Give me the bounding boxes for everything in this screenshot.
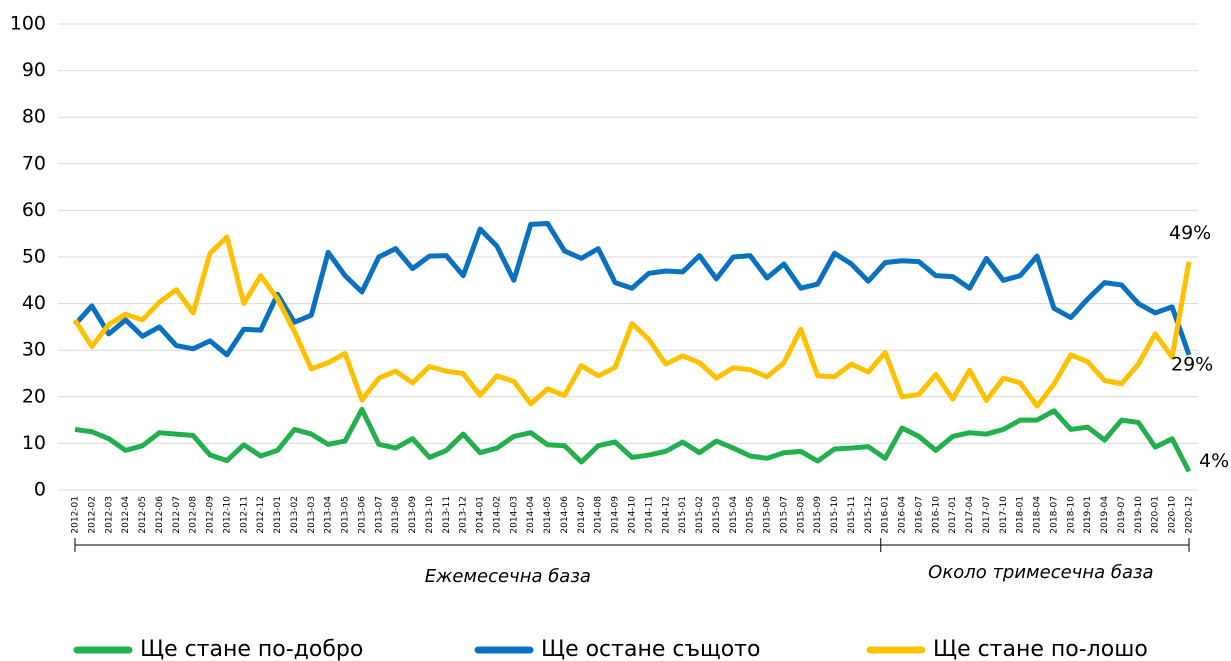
group-label: Ежемесечна база xyxy=(425,566,591,587)
x-tick-label: 2014-07 xyxy=(577,496,587,534)
x-tick-label: 2015-03 xyxy=(712,496,722,534)
x-tick-label: 2014-03 xyxy=(509,496,519,534)
x-tick-label: 2015-08 xyxy=(796,496,806,534)
y-tick-label: 90 xyxy=(22,59,46,81)
x-tick-label: 2014-11 xyxy=(644,496,654,534)
legend-label: Ще остане същото xyxy=(541,637,760,661)
x-tick-label: 2012-10 xyxy=(222,496,232,534)
x-tick-label: 2015-05 xyxy=(746,496,756,534)
x-tick-label: 2015-07 xyxy=(779,496,789,534)
x-tick-label: 2016-04 xyxy=(898,496,908,534)
legend-label: Ще стане по-добро xyxy=(140,637,363,661)
x-tick-label: 2014-09 xyxy=(611,496,621,534)
y-tick-label: 10 xyxy=(22,432,46,454)
x-tick-label: 2015-09 xyxy=(813,496,823,534)
x-tick-label: 2020-12 xyxy=(1185,496,1195,534)
data-label: 4% xyxy=(1199,450,1229,472)
x-tick-label: 2015-06 xyxy=(763,496,773,534)
x-tick-label: 2012-08 xyxy=(189,496,199,534)
x-tick-label: 2018-01 xyxy=(1016,496,1026,534)
x-tick-label: 2014-10 xyxy=(628,496,638,534)
x-tick-label: 2012-07 xyxy=(172,496,182,534)
y-tick-label: 0 xyxy=(34,479,46,501)
x-tick-label: 2017-10 xyxy=(999,496,1009,534)
x-tick-label: 2014-04 xyxy=(526,496,536,534)
y-tick-label: 30 xyxy=(22,339,46,361)
x-tick-label: 2014-08 xyxy=(594,496,604,534)
x-tick-label: 2012-06 xyxy=(155,496,165,534)
x-tick-label: 2015-12 xyxy=(864,496,874,534)
x-tick-label: 2016-07 xyxy=(914,496,924,534)
y-tick-label: 80 xyxy=(22,106,46,128)
x-tick-label: 2018-10 xyxy=(1066,496,1076,534)
y-tick-label: 20 xyxy=(22,385,46,407)
x-tick-label: 2012-04 xyxy=(121,496,131,534)
series-line xyxy=(74,406,1192,473)
data-label: 29% xyxy=(1171,353,1213,375)
x-tick-label: 2012-09 xyxy=(206,496,216,534)
x-tick-label: 2015-04 xyxy=(729,496,739,534)
x-tick-label: 2013-09 xyxy=(408,496,418,534)
x-tick-label: 2016-10 xyxy=(931,496,941,534)
x-tick-label: 2014-12 xyxy=(661,496,671,534)
x-tick-label: 2014-06 xyxy=(560,496,570,534)
x-tick-label: 2019-01 xyxy=(1083,496,1093,534)
x-tick-label: 2013-10 xyxy=(425,496,435,534)
x-tick-label: 2013-07 xyxy=(374,496,384,534)
x-tick-label: 2020-10 xyxy=(1168,496,1178,534)
x-tick-label: 2013-03 xyxy=(307,496,317,534)
x-tick-label: 2012-05 xyxy=(138,496,148,534)
y-tick-label: 60 xyxy=(22,199,46,221)
y-tick-label: 70 xyxy=(22,152,46,174)
x-tick-label: 2012-11 xyxy=(239,496,249,534)
x-tick-label: 2014-02 xyxy=(492,496,502,534)
y-tick-label: 40 xyxy=(22,292,46,314)
x-tick-label: 2012-01 xyxy=(71,496,81,534)
x-tick-label: 2013-05 xyxy=(341,496,351,534)
x-tick-label: 2017-07 xyxy=(982,496,992,534)
series-line xyxy=(72,234,1192,409)
legend-label: Ще стане по-лошо xyxy=(933,637,1148,661)
x-tick-label: 2020-01 xyxy=(1151,496,1161,534)
x-tick-label: 2013-08 xyxy=(391,496,401,534)
x-tick-label: 2019-10 xyxy=(1134,496,1144,534)
y-tick-label: 100 xyxy=(10,13,46,35)
group-label: Около тримесечна база xyxy=(928,562,1153,583)
x-tick-label: 2017-04 xyxy=(965,496,975,534)
x-tick-label: 2017-01 xyxy=(948,496,958,534)
x-tick-label: 2013-04 xyxy=(324,496,334,534)
x-tick-label: 2018-07 xyxy=(1049,496,1059,534)
x-tick-label: 2013-11 xyxy=(442,496,452,534)
x-tick-label: 2018-04 xyxy=(1033,496,1043,534)
x-tick-label: 2015-10 xyxy=(830,496,840,534)
x-tick-label: 2015-11 xyxy=(847,496,857,534)
x-tick-label: 2012-03 xyxy=(104,496,114,534)
x-tick-label: 2019-07 xyxy=(1117,496,1127,534)
x-tick-label: 2012-02 xyxy=(87,496,97,534)
data-label: 49% xyxy=(1169,222,1211,244)
x-tick-label: 2015-02 xyxy=(695,496,705,534)
x-tick-label: 2013-02 xyxy=(290,496,300,534)
x-tick-label: 2016-01 xyxy=(881,496,891,534)
x-tick-label: 2014-01 xyxy=(476,496,486,534)
x-tick-label: 2019-04 xyxy=(1100,496,1110,534)
x-tick-label: 2014-05 xyxy=(543,496,553,534)
y-tick-label: 50 xyxy=(22,246,46,268)
x-tick-label: 2012-12 xyxy=(256,496,266,534)
x-tick-label: 2013-12 xyxy=(459,496,469,534)
x-tick-label: 2015-01 xyxy=(678,496,688,534)
series-line xyxy=(73,220,1192,358)
x-tick-label: 2013-06 xyxy=(357,496,367,534)
x-tick-label: 2013-01 xyxy=(273,496,283,534)
